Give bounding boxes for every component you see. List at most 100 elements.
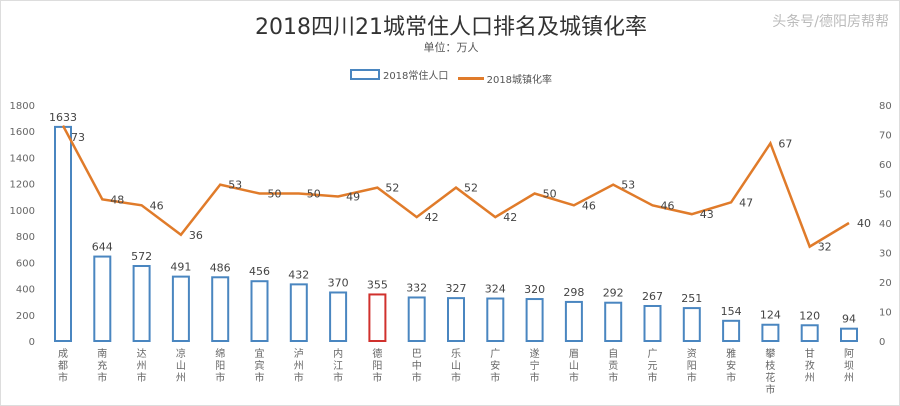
- x-tick-label: 自贡市: [608, 347, 618, 384]
- line-data-label: 73: [71, 131, 85, 144]
- bar-data-label: 124: [760, 309, 781, 322]
- chart-title: 2018四川21城常住人口排名及城镇化率: [255, 15, 647, 40]
- bar-data-label: 324: [485, 283, 506, 296]
- bar: [132, 265, 151, 343]
- bar-data-label: 491: [170, 261, 191, 274]
- bar: [211, 276, 230, 342]
- x-tick-label: 广元市: [648, 348, 658, 384]
- bar: [93, 255, 112, 342]
- y-left-tick-label: 1000: [10, 206, 35, 217]
- x-tick-label: 阿坝州: [844, 348, 854, 384]
- line-data-label: 32: [818, 241, 832, 254]
- line-data-label: 50: [268, 188, 282, 201]
- line-data-label: 47: [739, 196, 753, 209]
- line-data-label: 48: [110, 193, 124, 206]
- bar: [525, 298, 544, 342]
- line-data-label: 43: [700, 208, 714, 221]
- x-tick-label: 宜宾市: [255, 347, 265, 384]
- line-data-label: 42: [425, 211, 439, 224]
- bar-data-label: 1633: [49, 111, 77, 124]
- bar-data-label: 154: [721, 305, 742, 318]
- x-tick-label: 攀枝花市: [765, 347, 775, 396]
- bar-data-label: 320: [524, 283, 545, 296]
- bar: [722, 319, 741, 343]
- y-left-tick-label: 400: [16, 285, 35, 296]
- x-tick-label: 巴中市: [412, 348, 422, 384]
- y-left-tick-label: 1800: [10, 101, 35, 112]
- footer-watermark: 头条号/德阳房帮帮: [772, 14, 889, 30]
- bar: [250, 280, 269, 343]
- line-data-label: 46: [661, 199, 675, 212]
- bar-data-label: 644: [92, 241, 113, 254]
- y-right-tick-label: 10: [879, 308, 892, 319]
- bar-data-label: 572: [131, 250, 152, 263]
- y-left-tick-label: 600: [16, 258, 35, 269]
- legend-swatch-line: [457, 77, 484, 80]
- bar: [604, 301, 623, 342]
- y-right-tick-label: 60: [879, 160, 892, 171]
- urbanization-line: [61, 125, 850, 249]
- x-tick-label: 广安市: [490, 348, 500, 384]
- bar: [564, 300, 583, 343]
- legend-item-population: 2018常住人口: [349, 67, 449, 82]
- y-left-tick-label: 800: [16, 232, 35, 243]
- bar-data-label: 251: [681, 292, 702, 305]
- bar-data-label: 355: [367, 278, 388, 291]
- y-right-tick-label: 70: [879, 131, 892, 142]
- line-data-label: 36: [189, 229, 203, 242]
- legend-item-urbanization: 2018城镇化率: [457, 71, 553, 86]
- bar-data-label: 327: [446, 282, 467, 295]
- bar: [289, 283, 308, 342]
- y-left-tick-label: 1600: [10, 127, 35, 138]
- bar: [761, 323, 780, 342]
- y-right-tick-label: 50: [879, 190, 892, 201]
- bar: [407, 296, 426, 342]
- y-left-tick-label: 200: [16, 311, 35, 322]
- y-right-tick-label: 40: [879, 219, 892, 230]
- bar-data-label: 370: [328, 276, 349, 289]
- line-data-label: 49: [346, 190, 360, 203]
- bar: [800, 324, 819, 342]
- line-data-label: 53: [228, 179, 242, 192]
- y-left-tick-label: 0: [29, 337, 35, 348]
- line-data-label: 52: [464, 182, 478, 195]
- y-right-tick-label: 30: [879, 249, 892, 260]
- line-data-label: 50: [307, 188, 321, 201]
- line-data-label: 52: [385, 182, 399, 195]
- bar-data-label: 432: [288, 268, 309, 281]
- y-right-tick-label: 80: [879, 101, 892, 112]
- line-data-label: 46: [582, 199, 596, 212]
- legend-label: 2018城镇化率: [486, 75, 553, 86]
- bar: [643, 304, 662, 343]
- bar-data-label: 332: [406, 281, 427, 294]
- line-data-label: 67: [778, 137, 792, 150]
- y-right-tick-label: 20: [879, 278, 892, 289]
- line-data-label: 40: [857, 217, 871, 230]
- x-tick-label: 雅安市: [726, 347, 736, 384]
- line-data-label: 53: [621, 179, 635, 192]
- bar: [329, 291, 348, 343]
- bar-data-label: 486: [210, 261, 231, 274]
- x-tick-label: 乐山市: [451, 348, 461, 384]
- bar-data-label: 456: [249, 265, 270, 278]
- bar: [682, 307, 701, 343]
- bar-data-label: 267: [642, 290, 663, 303]
- chart-subtitle: 单位：万人: [423, 41, 479, 54]
- x-tick-label: 成都市: [58, 348, 68, 384]
- y-right-tick-label: 0: [879, 337, 885, 348]
- legend-label: 2018常住人口: [382, 71, 449, 82]
- line-data-label: 42: [503, 211, 517, 224]
- bar: [840, 327, 858, 343]
- bar: [171, 275, 190, 343]
- line-data-label: 50: [543, 188, 557, 201]
- y-left-tick-label: 1400: [10, 153, 35, 164]
- x-tick-label: 达州市: [137, 348, 147, 384]
- y-left-tick-label: 1200: [10, 180, 35, 191]
- x-tick-label: 资阳市: [687, 348, 697, 384]
- line-data-label: 46: [150, 199, 164, 212]
- x-tick-label: 眉山市: [569, 348, 579, 384]
- x-tick-label: 绵阳市: [215, 347, 225, 384]
- bar: [486, 297, 505, 342]
